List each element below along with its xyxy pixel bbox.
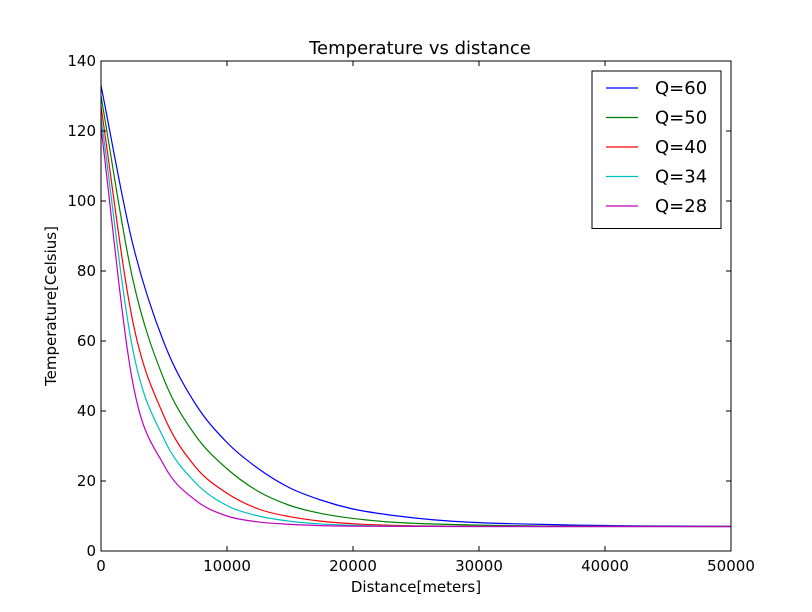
x-tick-label: 20000	[329, 557, 377, 575]
tick-marks	[100, 60, 732, 552]
x-tick-label: 10000	[203, 557, 251, 575]
y-tick-label: 20	[77, 472, 96, 490]
x-tick-label: 0	[96, 557, 106, 575]
legend-label: Q=40	[655, 137, 707, 158]
legend-label: Q=28	[655, 196, 707, 217]
y-tick-label: 0	[86, 542, 96, 560]
series-lines	[100, 85, 732, 528]
plot-frame	[100, 60, 732, 552]
x-tick-label: 40000	[581, 557, 629, 575]
legend-label: Q=60	[655, 78, 707, 99]
series-line-q-28	[100, 127, 731, 528]
y-tick-label: 120	[67, 122, 96, 140]
x-axis-label: Distance[meters]	[351, 578, 481, 596]
x-tick-labels: 0 10000 20000 30000 40000 50000	[96, 557, 755, 575]
legend-label: Q=50	[655, 108, 707, 129]
y-tick-label: 40	[77, 402, 96, 420]
chart-title: Temperature vs distance	[308, 38, 531, 59]
x-tick-label: 30000	[455, 557, 503, 575]
y-tick-labels: 0 20 40 60 80 100 120 140	[67, 52, 96, 560]
y-axis-label: Temperature[Celsius]	[42, 226, 60, 387]
legend: Q=60 Q=50 Q=40 Q=34 Q=28	[591, 70, 722, 229]
y-tick-label: 80	[77, 262, 96, 280]
y-tick-label: 60	[77, 332, 96, 350]
legend-box	[591, 70, 722, 229]
y-tick-label: 100	[67, 192, 96, 210]
y-tick-label: 140	[67, 52, 96, 70]
series-line-q-60	[100, 85, 732, 527]
x-tick-label: 50000	[707, 557, 755, 575]
legend-label: Q=34	[655, 167, 707, 188]
